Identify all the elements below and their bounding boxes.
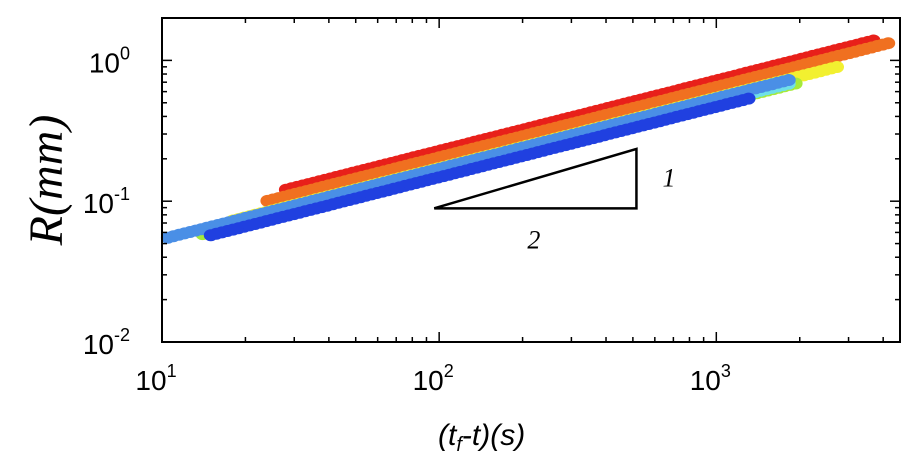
x-axis-label-part-1: (t	[438, 419, 458, 452]
x-axis-label: (tf-t)(s)	[438, 419, 525, 456]
x-axis-label-part-2: -t)(s)	[462, 419, 525, 452]
y-axis-label: R(mm)	[20, 115, 73, 247]
data-point-series-7-97	[741, 92, 756, 105]
x-tick-label-3: 103	[690, 361, 731, 396]
axis-ticks: 101 102 103 10-2 10-1 100	[83, 17, 900, 396]
data-points	[160, 34, 896, 244]
x-axis-label-subscript: f	[456, 434, 464, 456]
data-point-series-6-112	[781, 74, 796, 86]
y-tick-label-0: 100	[89, 43, 130, 78]
data-point-series-3-109	[830, 61, 844, 73]
slope-rise-label: 1	[662, 164, 675, 193]
y-tick-label--1: 10-1	[83, 184, 130, 219]
data-point-series-2-112	[881, 37, 896, 50]
plot-frame	[161, 17, 901, 343]
x-tick-label-2: 102	[413, 361, 454, 396]
slope-run-label: 2	[527, 225, 540, 254]
x-tick-label-1: 101	[135, 361, 176, 396]
slope-triangle	[433, 147, 638, 210]
y-tick-label--2: 10-2	[83, 325, 130, 360]
